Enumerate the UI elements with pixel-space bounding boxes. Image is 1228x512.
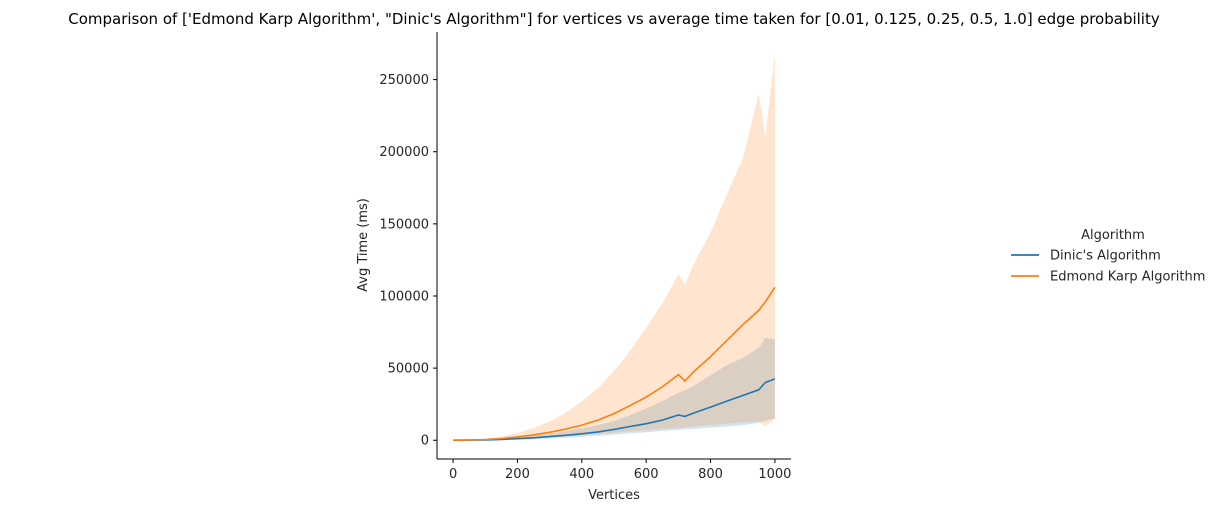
x-ticks: 0 200 400 600 800 1000: [449, 459, 791, 482]
y-tick-label: 150000: [379, 217, 429, 232]
legend-label-dinic-s-algorithm: Dinic's Algorithm: [1050, 249, 1161, 264]
y-ticks: 0 50000 100000 150000 200000 250000: [379, 73, 437, 449]
y-tick-label: 250000: [379, 73, 429, 88]
x-tick-label: 400: [569, 467, 594, 482]
dinic-s-algorithm-line: [453, 378, 776, 441]
legend-label-edmond-karp-algorithm: Edmond Karp Algorithm: [1050, 270, 1205, 285]
x-tick-label: 800: [698, 467, 723, 482]
y-axis-label: Avg Time (ms): [356, 198, 371, 292]
y-tick-label: 0: [421, 434, 429, 449]
plot-area: [453, 53, 776, 441]
dinic-s-algorithm-confidence-band: [453, 337, 775, 441]
legend: Algorithm Dinic's Algorithm Edmond Karp A…: [1011, 228, 1205, 285]
x-tick-label: 200: [505, 467, 530, 482]
y-tick-label: 100000: [379, 289, 429, 304]
edmond-karp-algorithm-confidence-band: [453, 53, 775, 441]
chart-title: Comparison of ['Edmond Karp Algorithm', …: [68, 10, 1160, 28]
legend-title: Algorithm: [1081, 228, 1145, 243]
y-tick-label: 200000: [379, 145, 429, 160]
edmond-karp-algorithm-line: [453, 286, 776, 441]
x-tick-label: 1000: [758, 467, 791, 482]
x-tick-label: 0: [449, 467, 457, 482]
x-tick-label: 600: [634, 467, 659, 482]
y-tick-label: 50000: [388, 362, 429, 377]
x-axis-label: Vertices: [588, 488, 640, 503]
